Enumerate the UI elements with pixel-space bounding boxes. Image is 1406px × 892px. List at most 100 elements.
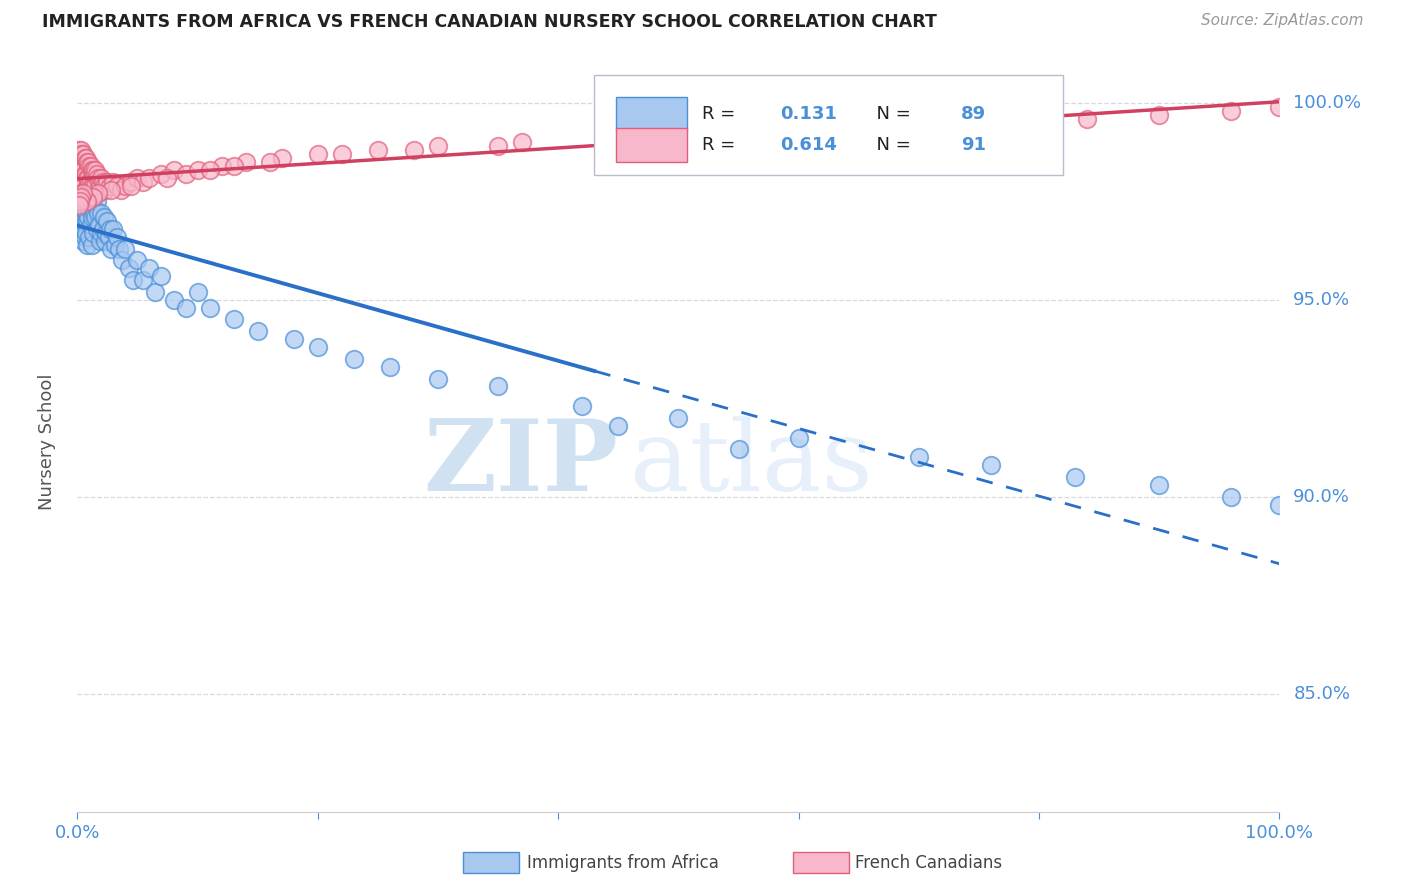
- Point: [211, 159, 233, 173]
- Point: [70, 143, 93, 157]
- Text: R =: R =: [703, 105, 741, 123]
- Point: [98, 178, 121, 193]
- Point: [150, 167, 173, 181]
- Point: [80, 162, 103, 177]
- Point: [97, 229, 120, 244]
- Point: [70, 147, 93, 161]
- Point: [91, 222, 114, 236]
- Point: [283, 332, 305, 346]
- Point: [87, 218, 110, 232]
- Point: [427, 139, 450, 153]
- Text: Immigrants from Africa: Immigrants from Africa: [527, 855, 718, 872]
- Point: [84, 182, 107, 196]
- Point: [100, 182, 122, 196]
- Text: N =: N =: [865, 105, 917, 123]
- Point: [83, 167, 105, 181]
- Point: [77, 155, 100, 169]
- Point: [76, 194, 98, 209]
- Point: [72, 175, 94, 189]
- Point: [1220, 103, 1243, 118]
- Point: [70, 159, 93, 173]
- Point: [367, 143, 389, 157]
- Point: [259, 155, 281, 169]
- Point: [70, 190, 93, 204]
- Point: [79, 175, 101, 189]
- Point: [82, 226, 104, 240]
- Point: [76, 194, 98, 209]
- Point: [79, 159, 101, 173]
- Point: [980, 458, 1002, 472]
- Point: [86, 222, 108, 236]
- Point: [94, 234, 117, 248]
- Point: [174, 301, 197, 315]
- Point: [82, 162, 104, 177]
- Point: [76, 186, 98, 201]
- Point: [69, 194, 91, 209]
- Point: [103, 175, 125, 189]
- Point: [222, 312, 245, 326]
- Point: [82, 178, 104, 193]
- Point: [120, 178, 142, 193]
- Point: [70, 182, 93, 196]
- Point: [1268, 100, 1291, 114]
- Point: [127, 170, 149, 185]
- Point: [110, 182, 132, 196]
- Point: [79, 229, 101, 244]
- Point: [75, 226, 97, 240]
- Point: [510, 135, 533, 149]
- Text: 91: 91: [960, 136, 986, 154]
- Point: [76, 155, 98, 169]
- Point: [73, 190, 96, 204]
- Point: [67, 143, 90, 157]
- Point: [108, 242, 131, 256]
- Point: [70, 175, 93, 189]
- Point: [1220, 490, 1243, 504]
- Text: 0.614: 0.614: [780, 136, 838, 154]
- Point: [307, 147, 329, 161]
- Point: [132, 273, 155, 287]
- Point: [105, 178, 128, 193]
- Point: [162, 293, 184, 307]
- Point: [79, 175, 101, 189]
- Point: [75, 182, 97, 196]
- Point: [96, 214, 118, 228]
- Point: [72, 147, 94, 161]
- Point: [114, 242, 136, 256]
- Point: [72, 234, 94, 248]
- Point: [73, 229, 96, 244]
- Point: [132, 175, 155, 189]
- Text: N =: N =: [865, 136, 917, 154]
- Point: [727, 442, 749, 457]
- Text: ZIP: ZIP: [423, 416, 619, 512]
- Point: [79, 182, 101, 196]
- Point: [668, 411, 690, 425]
- Text: atlas: atlas: [630, 416, 873, 512]
- Point: [1076, 112, 1098, 126]
- Point: [89, 234, 111, 248]
- Text: 95.0%: 95.0%: [1294, 291, 1351, 309]
- Point: [595, 131, 617, 145]
- Point: [83, 206, 105, 220]
- Point: [93, 178, 115, 193]
- Point: [103, 222, 125, 236]
- Point: [72, 186, 94, 201]
- Point: [1064, 470, 1087, 484]
- Point: [89, 178, 111, 193]
- Point: [98, 222, 121, 236]
- Point: [90, 206, 112, 220]
- Point: [69, 194, 91, 209]
- Point: [70, 190, 93, 204]
- Point: [70, 214, 93, 228]
- Point: [127, 253, 149, 268]
- Point: [692, 128, 714, 142]
- Point: [486, 379, 509, 393]
- Point: [67, 155, 90, 169]
- Point: [94, 182, 117, 196]
- Point: [427, 371, 450, 385]
- Point: [96, 226, 118, 240]
- Point: [90, 226, 112, 240]
- Point: [571, 399, 593, 413]
- Point: [246, 324, 269, 338]
- Point: [72, 162, 94, 177]
- Text: IMMIGRANTS FROM AFRICA VS FRENCH CANADIAN NURSERY SCHOOL CORRELATION CHART: IMMIGRANTS FROM AFRICA VS FRENCH CANADIA…: [42, 13, 936, 31]
